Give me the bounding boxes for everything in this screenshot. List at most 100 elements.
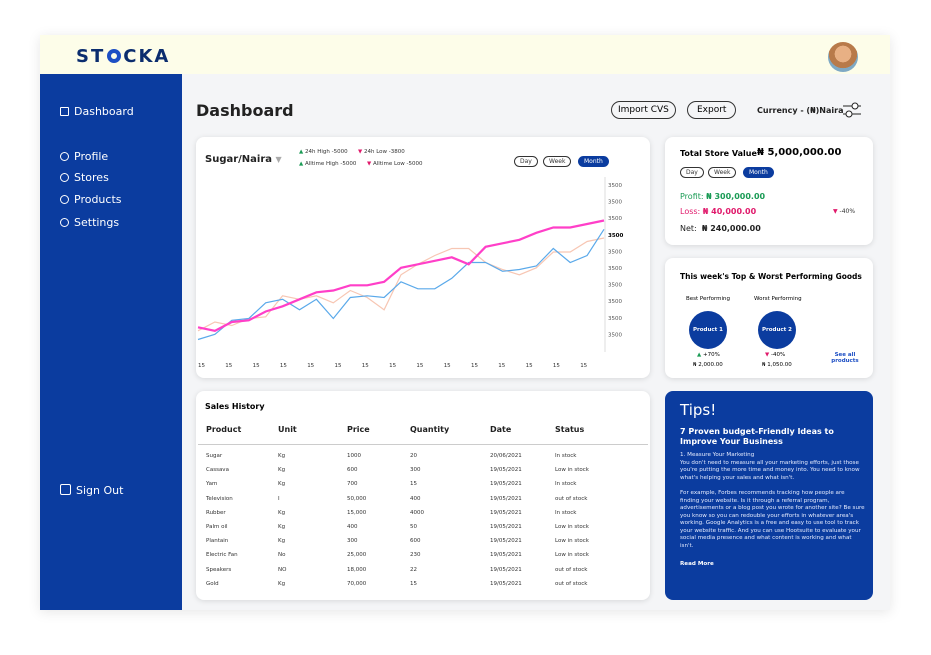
nav-label: Profile [74,150,109,163]
sign-out[interactable]: Sign Out [60,484,123,497]
x-tick-label: 15 [580,363,587,369]
x-tick-label: 15 [335,363,342,369]
table-cell: out of stock [555,495,588,502]
period-pill[interactable]: Month [578,156,609,167]
table-cell: 15 [410,580,417,587]
series-line [197,228,605,341]
table-cell: Low in stock [555,467,589,474]
table-cell: In stock [555,453,577,459]
nav-item[interactable]: Settings [60,216,119,229]
table-cell: Sugar [206,453,223,459]
y-tick-label: 3500 [608,316,622,322]
worst-change: ▼ -40% [765,352,786,358]
filter-icon[interactable] [842,101,862,119]
nav-item[interactable]: Profile [60,150,108,163]
y-tick-label: 3500 [608,183,622,189]
worst-product[interactable]: Product 2 [758,311,796,349]
tips-title: Tips! [680,401,717,419]
legend-marker: ▲ [299,161,304,167]
table-cell: out of stock [555,580,588,587]
logo-icon [107,49,122,63]
table-cell: 230 [410,552,421,559]
table-cell: Plantain [206,538,229,545]
period-pill[interactable]: Month [743,167,774,178]
table-cell: 4000 [410,509,424,516]
loss-change-value: -40% [839,208,856,215]
profit: Profit: ₦ 300,000.00 [680,192,765,201]
x-tick-label: 15 [416,363,423,369]
y-tick-label: 3500 [608,299,622,305]
period-pill[interactable]: Day [680,167,704,178]
nav-label: Settings [74,216,120,229]
table-cell: I [278,495,280,502]
period-pill[interactable]: Week [708,167,737,178]
read-more-link[interactable]: Read More [680,561,714,567]
table-cell: 25,000 [347,552,367,559]
store-title: Total Store Value [680,149,757,158]
store-value-card [665,137,873,245]
loss-label: Loss: [680,207,701,216]
table-cell: Kg [278,467,286,474]
best-change-value: +70% [702,352,720,358]
net-value: ₦ 240,000.00 [701,224,761,233]
tips-heading: 7 Proven budget-Friendly Ideas to Improv… [680,427,834,446]
x-tick-label: 15 [198,363,205,369]
table-cell: 700 [347,481,358,488]
selector-label: Sugar/Naira [205,154,273,165]
table-cell: Kg [278,453,286,459]
logo-text: ST [76,46,106,67]
avatar[interactable] [828,42,858,72]
table-cell: 600 [410,538,421,545]
y-tick-label: 3500 [608,200,622,206]
period-pill[interactable]: Week [543,156,572,167]
table-cell: Yam [206,481,218,488]
table-cell: 15 [410,481,417,488]
x-tick-label: 15 [280,363,287,369]
see-all-link[interactable]: See all products [831,352,859,364]
table-cell: 19/05/2021 [490,495,522,502]
chart-selector[interactable]: Sugar/Naira ▼ [205,154,282,165]
table-cell: Kg [278,509,286,516]
column-header: Unit [278,425,297,434]
legend-label: 24h Low -3800 [363,149,405,155]
x-tick-label: 15 [471,363,478,369]
series-line [197,237,605,332]
nav-label: Stores [74,171,109,184]
table-cell: 300 [347,538,358,545]
period-pill[interactable]: Day [514,156,538,167]
table-cell: 19/05/2021 [490,481,522,488]
performance-title: This week's Top & Worst Performing Goods [680,272,862,281]
x-tick-label: 15 [362,363,369,369]
x-tick-label: 15 [225,363,232,369]
chart-card [196,137,650,378]
column-header: Product [206,425,242,434]
table-cell: 600 [347,467,358,474]
table-cell: In stock [555,509,577,516]
table-cell: Television [206,495,233,502]
x-tick-label: 15 [389,363,396,369]
x-tick-label: 15 [498,363,505,369]
table-cell: 70,000 [347,580,367,587]
table-cell: 50 [410,524,417,530]
nav-item[interactable]: Stores [60,171,109,184]
nav-label: Products [74,193,122,206]
x-tick-label: 15 [253,363,260,369]
x-tick-label: 15 [526,363,533,369]
legend-marker: ▼ [367,161,372,167]
tips-paragraph: 1. Measure Your Marketing You don't need… [680,452,860,481]
nav-item[interactable]: Products [60,193,122,206]
import-button[interactable]: Import CVS [611,101,676,119]
sidebar [40,74,182,610]
table-cell: 22 [410,566,417,573]
nav-label: Dashboard [74,105,134,118]
y-tick-label: 3500 [608,233,623,239]
export-button[interactable]: Export [687,101,737,119]
table-cell: No [278,552,286,559]
best-product[interactable]: Product 1 [689,311,727,349]
nav-icon [60,173,69,182]
nav-item[interactable]: Dashboard [60,105,134,118]
loss-change: ▼ -40% [833,208,856,215]
table-cell: Low in stock [555,524,589,530]
table-cell: 19/05/2021 [490,552,522,559]
